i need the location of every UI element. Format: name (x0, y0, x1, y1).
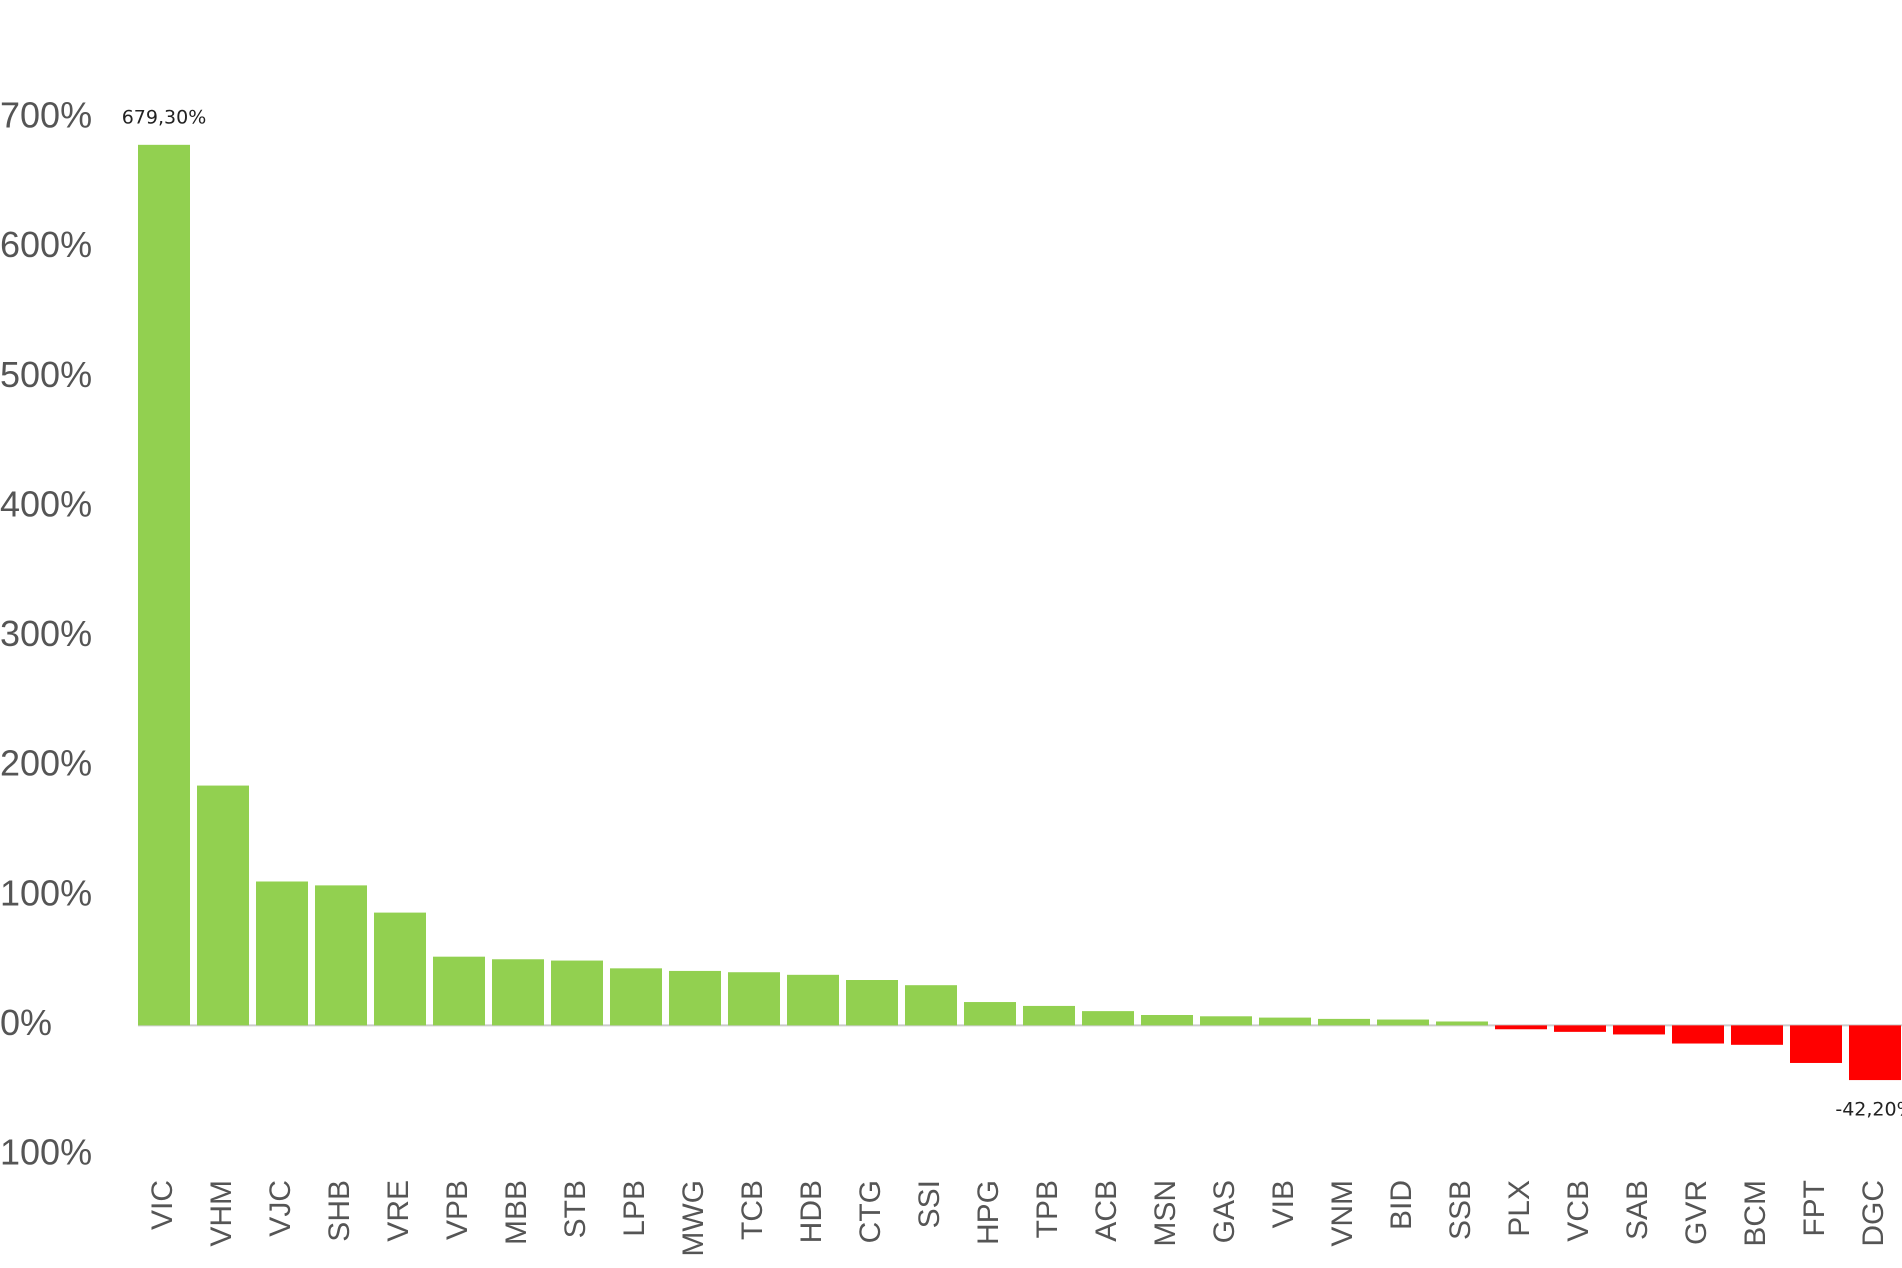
bar (1495, 1025, 1547, 1030)
bar (787, 974, 839, 1026)
bar (1672, 1025, 1724, 1044)
x-tick-label: VIC (146, 1180, 179, 1230)
bar (197, 785, 249, 1026)
x-tick-label: PLX (1503, 1180, 1536, 1237)
bar (1613, 1025, 1665, 1035)
x-tick-label: VHM (205, 1180, 238, 1247)
x-tick-label: MSN (1149, 1180, 1182, 1247)
x-tick-label: VRE (382, 1180, 415, 1242)
bar (1141, 1015, 1193, 1026)
x-tick-label: MBB (500, 1180, 533, 1245)
bar (1023, 1005, 1075, 1026)
bar (610, 968, 662, 1026)
x-tick-label: HDB (795, 1180, 828, 1243)
x-tick-label: VPB (441, 1180, 474, 1240)
bar (315, 885, 367, 1026)
x-tick-label: HPG (972, 1180, 1005, 1245)
x-tick-label: VIB (1267, 1180, 1300, 1228)
x-tick-label: VNM (1326, 1180, 1359, 1247)
x-tick-label: SSI (913, 1180, 946, 1228)
x-tick-label: SAB (1621, 1180, 1654, 1240)
bar (1554, 1025, 1606, 1032)
x-tick-label: TPB (1031, 1180, 1064, 1238)
x-tick-label: SSB (1444, 1180, 1477, 1240)
bar (374, 912, 426, 1026)
bar (1790, 1025, 1842, 1063)
bar (492, 959, 544, 1026)
x-tick-label: CTG (854, 1180, 887, 1243)
bar (1082, 1011, 1134, 1026)
bar (905, 985, 957, 1026)
bar (846, 980, 898, 1026)
x-tick-label: MWG (677, 1180, 710, 1257)
y-tick-label: 100% (0, 1132, 92, 1173)
x-tick-label: GAS (1208, 1180, 1241, 1243)
bar (433, 956, 485, 1026)
y-tick-label: 100% (0, 872, 92, 913)
value-label: -42,20% (1835, 1099, 1902, 1121)
bar (964, 1002, 1016, 1026)
bar (551, 960, 603, 1026)
bar (1259, 1017, 1311, 1026)
y-tick-label: 500% (0, 354, 92, 395)
bar (1318, 1018, 1370, 1026)
bar (1200, 1016, 1252, 1026)
bar (138, 144, 190, 1026)
x-tick-label: SHB (323, 1180, 356, 1242)
x-tick-label: BCM (1739, 1180, 1772, 1247)
x-tick-label: VJC (264, 1180, 297, 1237)
x-tick-label: TCB (736, 1180, 769, 1240)
y-tick-label: 700% (0, 95, 92, 136)
bar (1731, 1025, 1783, 1045)
bar (669, 970, 721, 1026)
x-tick-label: STB (559, 1180, 592, 1238)
y-tick-label: 0% (0, 1002, 52, 1043)
y-tick-label: 200% (0, 743, 92, 784)
x-tick-label: DGC (1857, 1180, 1890, 1247)
x-tick-label: LPB (618, 1180, 651, 1237)
x-tick-label: BID (1385, 1180, 1418, 1230)
bar (1436, 1021, 1488, 1026)
x-tick-label: ACB (1090, 1180, 1123, 1242)
bar (1377, 1019, 1429, 1026)
bar (1849, 1025, 1901, 1081)
bar (728, 972, 780, 1026)
x-tick-label: VCB (1562, 1180, 1595, 1242)
y-tick-label: 300% (0, 613, 92, 654)
y-tick-label: 600% (0, 224, 92, 265)
y-tick-label: 400% (0, 483, 92, 524)
x-tick-label: FPT (1798, 1180, 1831, 1237)
x-tick-label: GVR (1680, 1180, 1713, 1245)
value-label: 679,30% (122, 106, 207, 128)
bar (256, 881, 308, 1026)
